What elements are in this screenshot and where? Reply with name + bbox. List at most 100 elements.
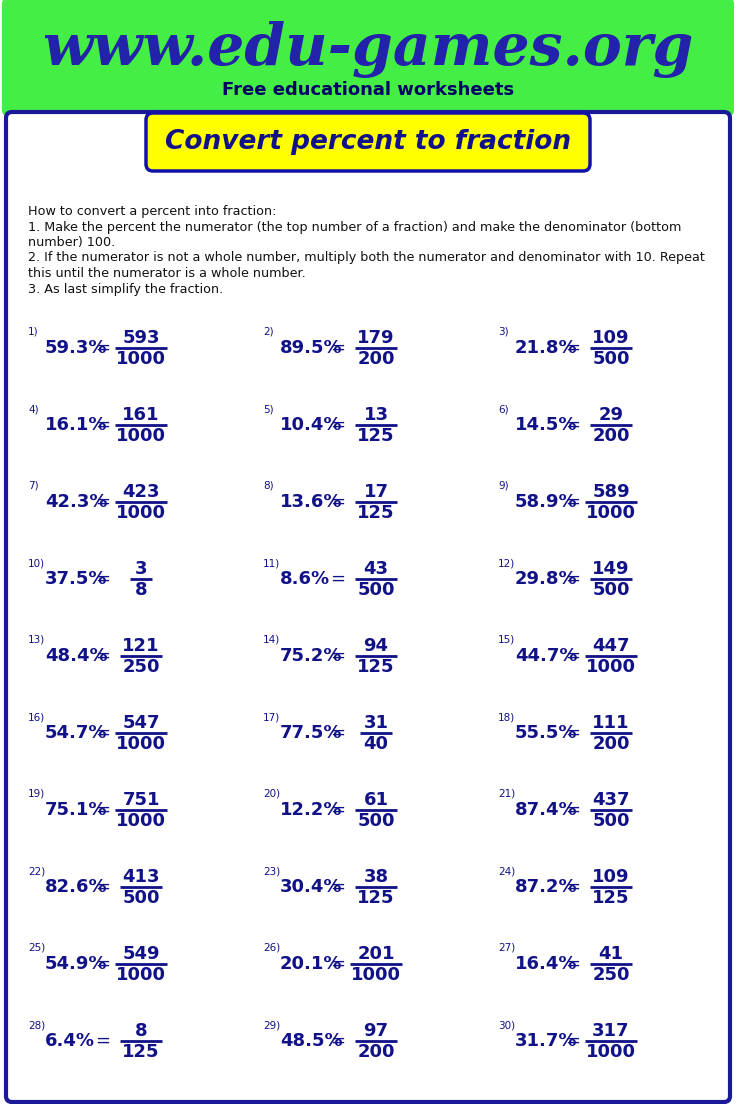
Text: 1000: 1000: [116, 427, 166, 445]
Text: 31.7%: 31.7%: [515, 1032, 578, 1050]
Text: =: =: [565, 878, 581, 896]
FancyBboxPatch shape: [2, 0, 734, 116]
Text: 200: 200: [592, 735, 630, 753]
Text: 161: 161: [122, 406, 160, 424]
Text: 87.2%: 87.2%: [515, 878, 578, 896]
Text: 500: 500: [357, 813, 394, 830]
Text: =: =: [96, 1032, 110, 1050]
Text: 26): 26): [263, 943, 280, 953]
Text: =: =: [96, 724, 110, 742]
Text: 1. Make the percent the numerator (the top number of a fraction) and make the de: 1. Make the percent the numerator (the t…: [28, 221, 682, 234]
Text: =: =: [96, 493, 110, 511]
Text: 12.2%: 12.2%: [280, 802, 342, 819]
Text: 250: 250: [592, 966, 630, 984]
Text: 18): 18): [498, 712, 515, 722]
Text: 17: 17: [364, 484, 389, 501]
Text: 589: 589: [592, 484, 630, 501]
Text: Free educational worksheets: Free educational worksheets: [222, 81, 514, 99]
Text: 8: 8: [135, 581, 147, 599]
Text: 200: 200: [357, 350, 394, 368]
Text: =: =: [330, 724, 345, 742]
Text: 17): 17): [263, 712, 280, 722]
Text: =: =: [565, 802, 581, 819]
Text: 3): 3): [498, 327, 509, 337]
Text: =: =: [330, 878, 345, 896]
Text: =: =: [565, 493, 581, 511]
Text: 29.8%: 29.8%: [515, 570, 578, 588]
Text: 58.9%: 58.9%: [515, 493, 578, 511]
Text: 201: 201: [357, 945, 394, 963]
Text: 1000: 1000: [116, 350, 166, 368]
Text: =: =: [96, 802, 110, 819]
Text: 42.3%: 42.3%: [45, 493, 107, 511]
Text: 8.6%: 8.6%: [280, 570, 330, 588]
Text: 6.4%: 6.4%: [45, 1032, 95, 1050]
Text: 24): 24): [498, 866, 515, 875]
Text: 20): 20): [263, 789, 280, 799]
Text: =: =: [565, 339, 581, 357]
Text: 109: 109: [592, 868, 630, 887]
Text: =: =: [565, 724, 581, 742]
Text: =: =: [330, 647, 345, 665]
Text: How to convert a percent into fraction:: How to convert a percent into fraction:: [28, 205, 277, 217]
Text: 8): 8): [263, 481, 274, 491]
Text: 28): 28): [28, 1020, 45, 1030]
Text: =: =: [565, 1032, 581, 1050]
Text: =: =: [96, 955, 110, 973]
Text: 54.7%: 54.7%: [45, 724, 107, 742]
Text: 48.4%: 48.4%: [45, 647, 107, 665]
Text: 111: 111: [592, 714, 630, 732]
Text: =: =: [330, 570, 345, 588]
Text: this until the numerator is a whole number.: this until the numerator is a whole numb…: [28, 267, 305, 280]
Text: 82.6%: 82.6%: [45, 878, 107, 896]
Text: 547: 547: [122, 714, 160, 732]
Text: 1000: 1000: [586, 1043, 636, 1061]
Text: 549: 549: [122, 945, 160, 963]
Text: 447: 447: [592, 637, 630, 655]
Text: 54.9%: 54.9%: [45, 955, 107, 973]
FancyBboxPatch shape: [6, 112, 730, 1102]
Text: 7): 7): [28, 481, 38, 491]
Text: 16.1%: 16.1%: [45, 416, 107, 434]
Text: 125: 125: [357, 427, 394, 445]
Text: =: =: [96, 878, 110, 896]
Text: 437: 437: [592, 790, 630, 809]
Text: 1000: 1000: [116, 966, 166, 984]
Text: 1000: 1000: [116, 505, 166, 522]
Text: number) 100.: number) 100.: [28, 236, 116, 250]
Text: 15): 15): [498, 635, 515, 645]
Text: 250: 250: [122, 658, 160, 676]
Text: 3. As last simplify the fraction.: 3. As last simplify the fraction.: [28, 283, 223, 296]
Text: 125: 125: [357, 889, 394, 907]
Text: =: =: [330, 1032, 345, 1050]
Text: 77.5%: 77.5%: [280, 724, 342, 742]
Text: 1000: 1000: [586, 505, 636, 522]
Text: 19): 19): [28, 789, 45, 799]
Text: 13.6%: 13.6%: [280, 493, 342, 511]
Text: 4): 4): [28, 404, 38, 414]
Text: 23): 23): [263, 866, 280, 875]
Text: 149: 149: [592, 560, 630, 578]
Text: =: =: [96, 647, 110, 665]
Text: =: =: [96, 416, 110, 434]
Text: 5): 5): [263, 404, 274, 414]
Text: 1000: 1000: [116, 735, 166, 753]
Text: 16): 16): [28, 712, 45, 722]
Text: 8: 8: [135, 1022, 147, 1040]
Text: 31: 31: [364, 714, 389, 732]
Text: =: =: [330, 339, 345, 357]
Text: =: =: [330, 416, 345, 434]
Text: =: =: [96, 339, 110, 357]
Text: =: =: [565, 570, 581, 588]
Text: =: =: [565, 416, 581, 434]
Text: 9): 9): [498, 481, 509, 491]
Text: 21): 21): [498, 789, 515, 799]
Text: 41: 41: [598, 945, 623, 963]
Text: 3: 3: [135, 560, 147, 578]
Text: 87.4%: 87.4%: [515, 802, 578, 819]
Text: 125: 125: [357, 658, 394, 676]
Text: 500: 500: [357, 581, 394, 599]
Text: 48.5%: 48.5%: [280, 1032, 343, 1050]
Text: 200: 200: [357, 1043, 394, 1061]
Text: 500: 500: [592, 581, 630, 599]
